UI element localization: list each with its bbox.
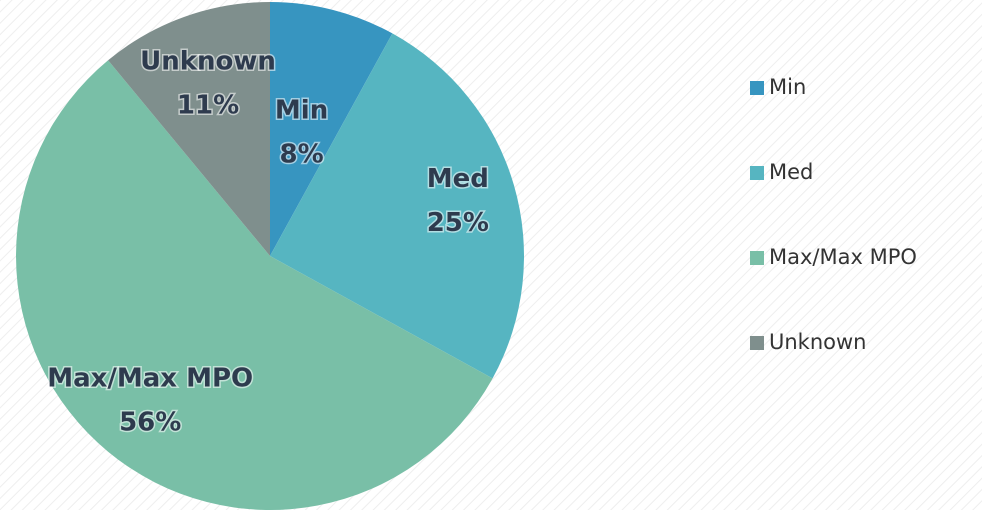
data-label-value: 56% bbox=[119, 407, 181, 437]
data-label-value: 8% bbox=[280, 139, 324, 169]
legend-label: Min bbox=[769, 75, 806, 99]
data-label-category: Max/Max MPO bbox=[47, 363, 253, 393]
pie-slice bbox=[16, 60, 493, 510]
pie-slice bbox=[108, 2, 271, 256]
legend-swatch bbox=[750, 81, 764, 95]
pie-slice bbox=[270, 2, 393, 256]
legend-swatch bbox=[750, 251, 764, 265]
data-label-value: 25% bbox=[427, 208, 489, 238]
data-label-category: Med bbox=[427, 164, 489, 194]
legend-label: Max/Max MPO bbox=[769, 245, 917, 269]
legend-swatch bbox=[750, 166, 764, 180]
pie-slice bbox=[270, 33, 524, 379]
data-label-category: Min bbox=[275, 95, 328, 125]
data-label-category: Unknown bbox=[140, 46, 276, 76]
legend-swatch bbox=[750, 336, 764, 350]
legend-label: Unknown bbox=[769, 330, 866, 354]
data-label-value: 11% bbox=[177, 90, 239, 120]
legend-label: Med bbox=[769, 160, 813, 184]
